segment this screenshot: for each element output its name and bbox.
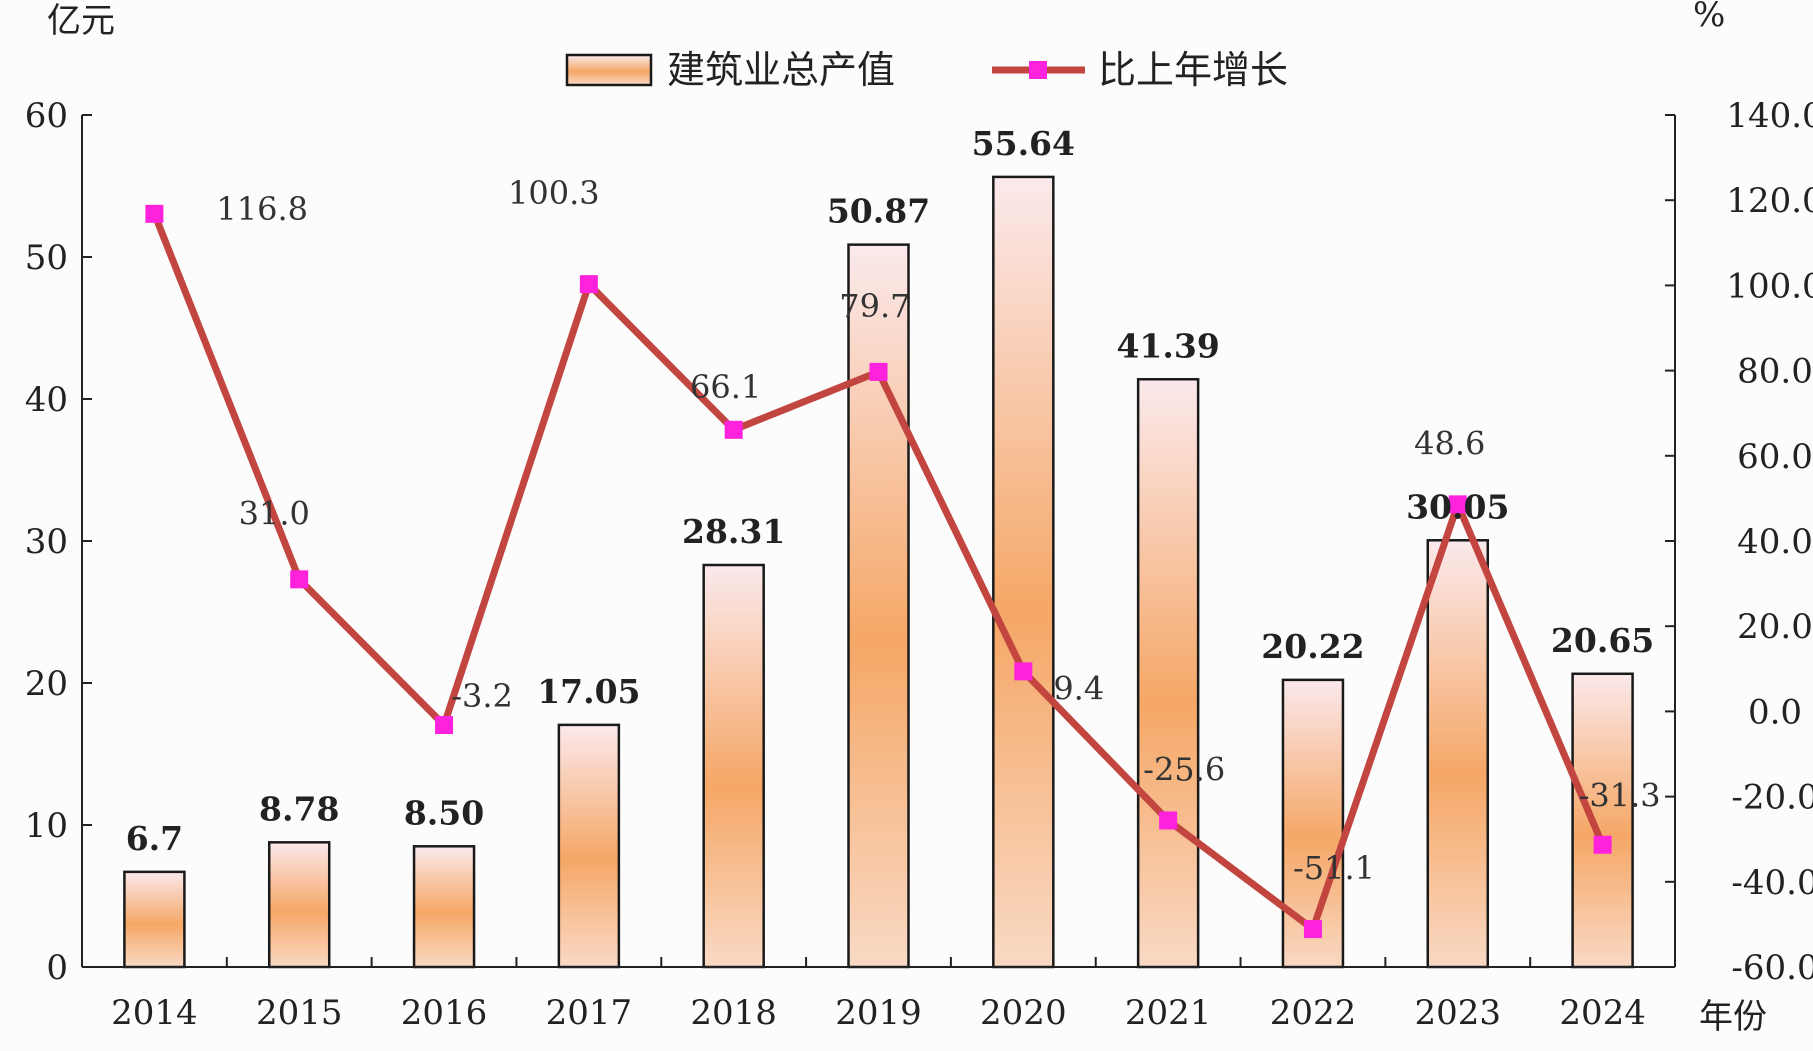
growth-marker-2015: [290, 570, 309, 589]
y-left-tick-label: 60: [25, 96, 68, 136]
bar-value-label: 55.64: [972, 124, 1075, 163]
y-left-tick-label: 20: [25, 664, 68, 704]
growth-marker-2019: [869, 362, 888, 381]
growth-marker-2023: [1448, 495, 1467, 514]
x-tick-label: 2019: [835, 993, 922, 1033]
labels-layer: 6.7 8.78 8.50 17.05 28.31 50.87 55.64 41.39 20.2…: [126, 124, 1661, 887]
bar-2017: [557, 723, 621, 969]
x-tick-label: 2024: [1559, 993, 1646, 1033]
y-right-tick-label: -60.0: [1731, 948, 1813, 988]
bar-value-label: 8.78: [259, 789, 339, 828]
growth-marker-2021: [1159, 811, 1178, 830]
x-tick-label: 2021: [1125, 993, 1212, 1033]
growth-marker-2022: [1303, 920, 1322, 939]
x-tick-label: 2018: [690, 993, 777, 1033]
bar-value-label: 30.05: [1406, 487, 1509, 526]
growth-marker-2020: [1014, 662, 1033, 681]
bar-2024: [1571, 672, 1634, 969]
growth-value-label: -51.1: [1293, 849, 1375, 887]
bar-2015: [267, 841, 331, 969]
growth-value-label: -3.2: [451, 677, 513, 715]
bar-2014: [123, 870, 186, 969]
y-right-tick-label: 20.0: [1737, 607, 1813, 647]
bar-value-label: 28.31: [682, 512, 785, 551]
y-left-tick-label: 30: [25, 522, 68, 562]
growth-line-layer: [145, 204, 1612, 939]
bar-value-label: 20.65: [1551, 621, 1654, 660]
y-left-tick-label: 0: [46, 948, 68, 988]
y-right-tick-label: -40.0: [1731, 863, 1813, 903]
growth-value-label: 31.0: [239, 494, 310, 532]
growth-value-label: 48.6: [1414, 424, 1485, 462]
growth-value-label: 66.1: [690, 368, 761, 406]
x-tick-label: 2020: [980, 993, 1067, 1033]
growth-marker-2016: [435, 716, 454, 735]
legend-line-label: 比上年增长: [1098, 48, 1288, 92]
growth-value-label: 100.3: [508, 174, 600, 212]
growth-marker-2018: [724, 420, 743, 439]
growth-value-label: -31.3: [1579, 777, 1661, 815]
bar-value-label: 20.22: [1261, 627, 1364, 666]
y-right-unit: %: [1693, 0, 1725, 35]
bar-value-label: 17.05: [537, 672, 640, 711]
bar-2019: [847, 243, 910, 969]
y-right-tick-label: 60.0: [1737, 437, 1813, 477]
growth-marker-2014: [145, 204, 164, 223]
bar-2023: [1426, 539, 1490, 969]
growth-value-label: -25.6: [1143, 750, 1225, 788]
legend: 建筑业总产值 比上年增长: [565, 48, 1288, 92]
legend-bar-swatch: [565, 53, 653, 87]
x-tick-label: 2022: [1270, 993, 1357, 1033]
bar-value-label: 8.50: [404, 793, 484, 832]
growth-value-label: 116.8: [216, 190, 308, 228]
y-right-tick-label: 120.0: [1726, 181, 1813, 221]
bar-value-label: 50.87: [827, 192, 930, 231]
bar-2016: [412, 845, 476, 969]
y-right-tick-label: 80.0: [1737, 352, 1813, 392]
bar-2021: [1136, 378, 1200, 969]
axes-layer: 0 10 20 30 40 50 60 -60.0 -40.0 -20.0 0.0 20.0 40.0 6…: [25, 0, 1813, 1037]
x-unit: 年份: [1699, 997, 1767, 1037]
growth-marker-2024: [1593, 835, 1612, 854]
x-tick-label: 2017: [546, 993, 633, 1033]
x-tick-label: 2023: [1415, 993, 1502, 1033]
y-right-tick-label: 40.0: [1737, 522, 1813, 562]
y-left-tick-label: 10: [25, 806, 68, 846]
y-right-tick-label: 100.0: [1726, 266, 1813, 306]
y-left-tick-label: 40: [25, 380, 68, 420]
y-left-unit: 亿元: [47, 1, 115, 41]
x-tick-label: 2016: [401, 993, 488, 1033]
growth-value-label: 79.7: [839, 287, 910, 325]
y-right-tick-label: -20.0: [1731, 778, 1813, 818]
growth-value-label: 9.4: [1053, 669, 1104, 707]
x-tick-label: 2015: [256, 993, 343, 1033]
y-right-tick-label: 0.0: [1748, 692, 1802, 732]
y-left-tick-label: 50: [25, 238, 68, 278]
legend-line-marker: [1029, 61, 1047, 79]
legend-bar-label: 建筑业总产值: [667, 48, 895, 92]
bar-2018: [702, 563, 765, 969]
x-tick-label: 2014: [111, 993, 198, 1033]
bar-2020: [992, 175, 1055, 969]
bar-value-label: 6.7: [126, 819, 183, 858]
bar-value-label: 41.39: [1116, 326, 1219, 365]
growth-marker-2017: [579, 275, 598, 294]
y-right-tick-label: 140.0: [1726, 96, 1813, 136]
